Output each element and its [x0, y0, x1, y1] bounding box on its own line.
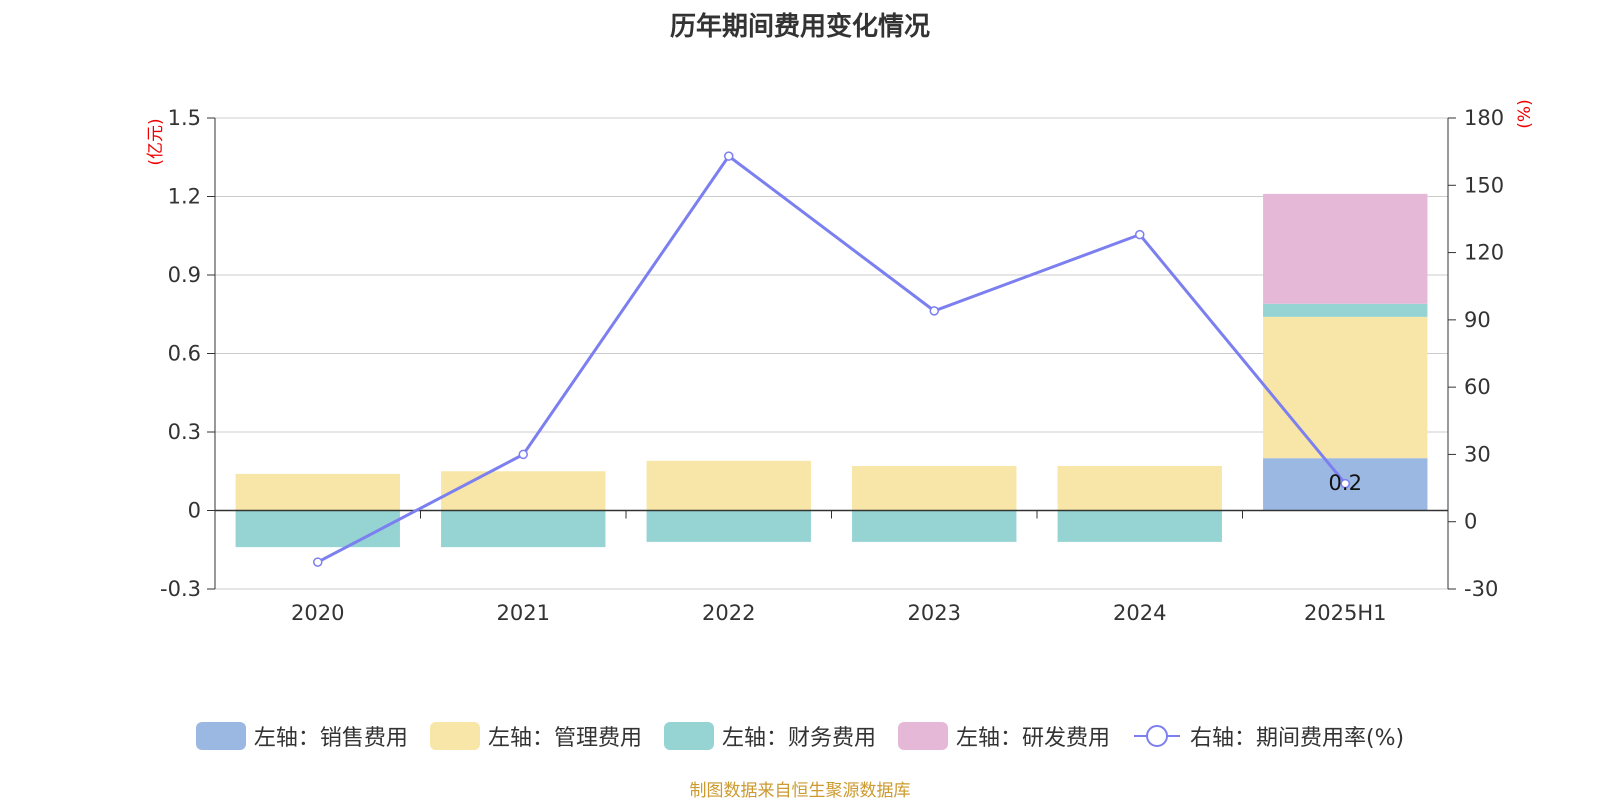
right-tick-label: 180 — [1464, 106, 1504, 130]
left-tick-label: 0.6 — [168, 342, 201, 366]
category-label: 2020 — [291, 601, 344, 625]
bar-segment — [852, 510, 1017, 542]
bar-segment — [852, 466, 1017, 511]
left-tick-label: -0.3 — [160, 577, 201, 601]
legend-item-sales[interactable]: 左轴：销售费用 — [195, 720, 408, 752]
legend-item-finance[interactable]: 左轴：财务费用 — [663, 720, 876, 752]
legend-swatch-admin — [429, 722, 480, 750]
bar-segment — [1263, 193, 1428, 304]
left-tick-label: 1.2 — [168, 185, 201, 209]
rate-point — [929, 306, 939, 316]
left-tick-label: 0 — [188, 499, 201, 523]
category-label: 2024 — [1113, 601, 1166, 625]
legend-label-sales: 左轴：销售费用 — [253, 726, 408, 751]
right-tick-label: 120 — [1464, 241, 1504, 265]
legend-swatch-finance — [663, 722, 714, 750]
right-tick-label: 60 — [1464, 375, 1491, 399]
bar-segment — [1057, 510, 1222, 542]
right-tick-label: 90 — [1464, 308, 1491, 332]
right-axis-unit: (%) — [1515, 99, 1535, 128]
bar-segment — [646, 510, 811, 542]
bars — [235, 193, 1428, 548]
bar-segment — [235, 473, 400, 511]
category-label: 2023 — [908, 601, 961, 625]
legend-item-rate[interactable]: 右轴：期间费用率(%) — [1132, 720, 1404, 752]
right-tick-label: 150 — [1464, 173, 1504, 197]
rate-line — [313, 151, 1350, 567]
rate-point — [518, 449, 528, 460]
left-tick-label: 0.3 — [168, 420, 201, 444]
rate-point — [313, 557, 323, 567]
right-tick-label: 30 — [1464, 442, 1491, 466]
legend-item-admin[interactable]: 左轴：管理费用 — [429, 720, 642, 752]
category-label: 2025H1 — [1304, 601, 1387, 625]
source-note: 制图数据来自恒生聚源数据库 — [689, 781, 911, 801]
rate-point — [724, 151, 734, 161]
legend-swatch-sales — [195, 722, 246, 750]
left-tick-label: 1.5 — [168, 106, 201, 130]
left-tick-label: 0.9 — [168, 263, 201, 287]
right-tick-label: 0 — [1464, 510, 1477, 534]
legend-label-rate: 右轴：期间费用率(%) — [1189, 726, 1405, 751]
legend-swatch-rd — [897, 722, 948, 750]
right-tick-label: -30 — [1464, 577, 1498, 601]
line-marker-icon — [1133, 725, 1180, 747]
bar-segment — [441, 471, 606, 511]
bar-segment — [646, 460, 811, 511]
bar-segment — [235, 510, 400, 548]
rate-point — [1135, 229, 1145, 240]
left-axis-unit: (亿元) — [146, 118, 166, 165]
gridlines — [215, 117, 1448, 590]
bar-segment — [1263, 303, 1428, 317]
bar-segment — [1263, 316, 1428, 459]
data-label: 0.2 — [1329, 471, 1362, 495]
legend: 左轴：销售费用 左轴：管理费用 左轴：财务费用 左轴：研发费用 右轴：期间费用率… — [0, 720, 1600, 752]
rate-point — [1340, 478, 1350, 489]
chart-canvas: -0.3 0 0.3 0.6 0.9 1.2 1.5 -30 0 30 60 90 120 150 180 (… — [146, 99, 1535, 625]
bar-segment — [1057, 466, 1222, 511]
chart-title: 历年期间费用变化情况 — [669, 12, 930, 42]
category-label: 2022 — [702, 601, 755, 625]
legend-label-rd: 左轴：研发费用 — [955, 726, 1110, 751]
category-label: 2021 — [497, 601, 550, 625]
data-labels: 0.2 — [1329, 471, 1362, 495]
legend-label-admin: 左轴：管理费用 — [487, 726, 642, 751]
legend-item-rd[interactable]: 左轴：研发费用 — [897, 720, 1110, 752]
rate-line-path — [317, 153, 1347, 564]
axes: -0.3 0 0.3 0.6 0.9 1.2 1.5 -30 0 30 60 90 120 150 180 (… — [146, 99, 1535, 625]
legend-label-finance: 左轴：财务费用 — [721, 726, 876, 751]
bar-segment — [441, 510, 606, 548]
